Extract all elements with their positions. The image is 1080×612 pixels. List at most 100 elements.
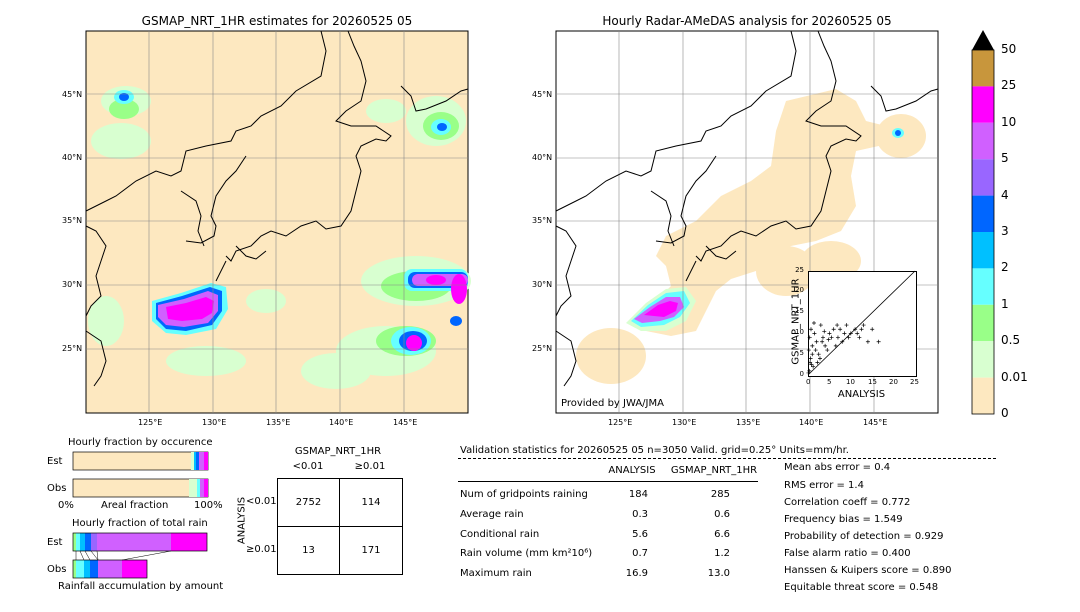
- score-mae: Mean abs error = 0.4: [784, 462, 891, 473]
- fraction-occurrence-title: Hourly fraction by occurence: [68, 437, 213, 448]
- score-ets: Equitable threat score = 0.548: [784, 582, 939, 593]
- right-lat-45: 45°N: [532, 90, 553, 99]
- scatter-point: [835, 335, 840, 340]
- provided-by: Provided by JWA/JMA: [561, 398, 664, 409]
- scatter-point: [825, 348, 830, 353]
- colorbar-segment: [972, 195, 994, 232]
- stat-g-2: 6.6: [714, 529, 730, 540]
- occ-row-obs: Obs: [47, 483, 67, 494]
- scatter-point: [813, 348, 818, 353]
- scatter-point: [807, 368, 812, 373]
- colorbar-tick-label: 3: [1001, 224, 1009, 238]
- scatter-point: [816, 352, 821, 357]
- score-corr: Correlation coeff = 0.772: [784, 497, 911, 508]
- right-lat-25: 25°N: [532, 344, 553, 353]
- scatter-point: [835, 323, 840, 328]
- validation-col-analysis: ANALYSIS: [608, 465, 656, 476]
- right-lat-40: 40°N: [532, 153, 553, 162]
- scatter-xtick-25: 25: [910, 378, 919, 386]
- scatter-point: [842, 331, 847, 336]
- stat-label-0: Num of gridpoints raining: [460, 489, 588, 500]
- left-map-title: GSMAP_NRT_1HR estimates for 20260525 05: [141, 14, 413, 28]
- validation-header: Validation statistics for 20260525 05 n=…: [460, 445, 849, 456]
- right-lat-35: 35°N: [532, 216, 553, 225]
- stat-label-3: Rain volume (mm km²10⁶): [460, 548, 593, 559]
- scatter-point: [870, 327, 875, 332]
- left-lat-25: 25°N: [62, 344, 83, 353]
- scatter-ytick-15: 15: [795, 307, 804, 315]
- stat-a-2: 5.6: [632, 529, 648, 540]
- tot-row-obs: Obs: [47, 564, 67, 575]
- scatter-point: [855, 331, 860, 336]
- occ-x-mid: Areal fraction: [101, 500, 169, 511]
- stat-g-3: 1.2: [714, 548, 730, 559]
- occ-row-est: Est: [47, 456, 63, 467]
- scatter-point: [820, 335, 825, 340]
- validation-col-divider: [458, 481, 758, 482]
- scatter-point: [820, 339, 825, 344]
- occ-x-0: 0%: [58, 500, 74, 511]
- colorbar-segment: [972, 377, 994, 414]
- scatter-point: [808, 360, 813, 365]
- scatter-point: [808, 327, 813, 332]
- total-footer: Rainfall accumulation by amount: [58, 581, 224, 592]
- scatter-point: [846, 335, 851, 340]
- colorbar-segment: [972, 268, 994, 305]
- stat-label-1: Average rain: [460, 509, 524, 520]
- scatter-point: [806, 370, 811, 375]
- scatter-point: [807, 335, 812, 340]
- score-rms: RMS error = 1.4: [784, 480, 864, 491]
- right-map-title: Hourly Radar-AMeDAS analysis for 2026052…: [602, 14, 892, 28]
- colorbar-tick-label: 0: [1001, 406, 1009, 420]
- colorbar-segment: [972, 159, 994, 196]
- score-hk: Hanssen & Kuipers score = 0.890: [784, 565, 952, 576]
- scatter-ytick-5: 5: [799, 349, 804, 357]
- scatter-xtick-15: 15: [868, 378, 877, 386]
- validation-col-gsmap: GSMAP_NRT_1HR: [670, 465, 758, 476]
- left-lon-130: 130°E: [202, 418, 227, 427]
- score-pod: Probability of detection = 0.929: [784, 531, 944, 542]
- contingency-col-lt: <0.01: [292, 461, 324, 472]
- scatter-point: [826, 337, 831, 342]
- cell-miss: 13: [302, 545, 315, 556]
- colorbar-overflow-triangle: [972, 30, 994, 50]
- colorbar-segment: [972, 122, 994, 160]
- contingency-col-title: GSMAP_NRT_1HR: [294, 446, 382, 457]
- colorbar-segment: [972, 304, 994, 342]
- scatter-point: [823, 343, 828, 348]
- score-bias: Frequency bias = 1.549: [784, 514, 903, 525]
- colorbar-tick-label: 0.5: [1001, 333, 1021, 348]
- left-lat-40: 40°N: [62, 153, 83, 162]
- scatter-diagonal: [807, 270, 916, 376]
- colorbar-tick-label: 2: [1001, 260, 1009, 275]
- scatter-ytick-25: 25: [795, 266, 804, 274]
- colorbar-tick-label: 25: [1001, 78, 1017, 93]
- scatter-xtick-20: 20: [889, 378, 898, 386]
- scatter-ytick-0: 0: [799, 370, 804, 378]
- scatter-point: [814, 339, 819, 344]
- contingency-col-ge: ≥0.01: [354, 461, 386, 472]
- stat-a-3: 0.7: [632, 548, 648, 559]
- scatter-point: [811, 321, 816, 325]
- colorbar-segment: [972, 341, 994, 378]
- stat-g-4: 13.0: [707, 568, 730, 579]
- colorbar-tick-label: 0.01: [1001, 369, 1028, 384]
- stat-a-1: 0.3: [632, 509, 648, 520]
- colorbar-tick-label: 50: [1001, 42, 1017, 56]
- cell-hit: 171: [361, 545, 381, 556]
- occurrence-bars: [72, 451, 209, 498]
- stat-g-1: 0.6: [714, 509, 730, 520]
- colorbar-tick-label: 4: [1001, 187, 1009, 202]
- scatter-ytick-20: 20: [795, 286, 804, 294]
- occ-x-100: 100%: [194, 500, 223, 511]
- scatter-point: [827, 331, 832, 336]
- right-lon-125: 125°E: [608, 418, 633, 427]
- scatter-point: [831, 327, 836, 332]
- stat-label-2: Conditional rain: [460, 529, 540, 540]
- scatter-point: [815, 360, 820, 365]
- colorbar: [971, 30, 995, 415]
- scatter-point: [840, 339, 845, 344]
- contingency-row-lt: <0.01: [246, 496, 277, 507]
- scatter-point: [853, 327, 858, 332]
- cell-hits-none: 2752: [295, 497, 322, 508]
